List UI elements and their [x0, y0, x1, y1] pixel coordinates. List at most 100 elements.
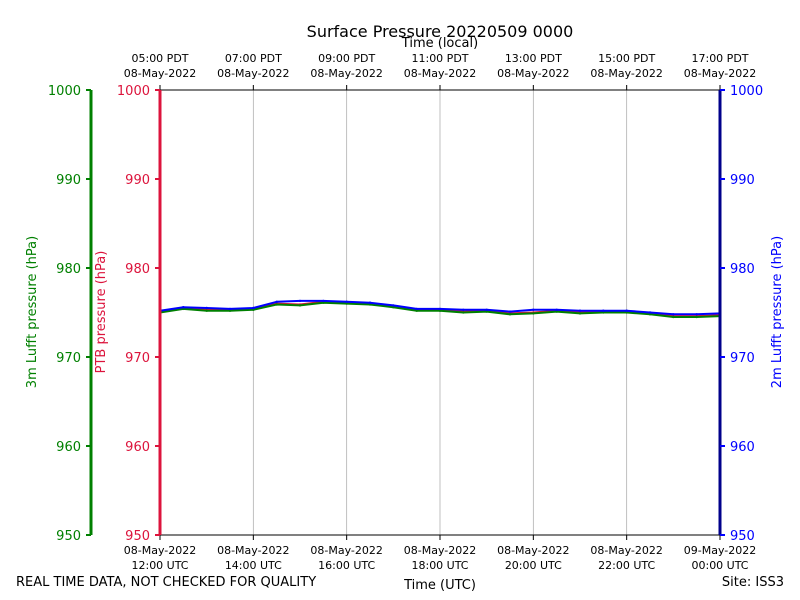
x-tick-label-top-date: 08-May-2022 — [310, 67, 382, 80]
y-tick-label-3m-lufft: 980 — [56, 262, 81, 277]
y-tick-label-2m-lufft: 950 — [730, 529, 755, 544]
data-point-lufft2m — [322, 299, 325, 303]
data-point-lufft2m — [228, 307, 232, 311]
x-tick-label-top-date: 08-May-2022 — [124, 67, 196, 80]
data-point-lufft2m — [508, 310, 512, 313]
data-point-lufft3m — [228, 309, 232, 312]
data-point-lufft3m — [672, 315, 675, 319]
site-label: Site: ISS3 — [721, 575, 784, 590]
data-point-lufft3m — [345, 302, 348, 305]
data-point-lufft2m — [345, 300, 348, 303]
data-point-lufft3m — [205, 309, 208, 312]
data-point-lufft3m — [462, 311, 465, 314]
y-tick-label-2m-lufft: 1000 — [730, 84, 763, 99]
data-point-lufft2m — [462, 308, 465, 311]
y-tick-label-2m-lufft: 990 — [730, 173, 755, 188]
data-point-lufft3m — [648, 313, 652, 316]
data-point-lufft2m — [625, 309, 628, 312]
x-tick-label-top-date: 08-May-2022 — [404, 67, 476, 80]
data-point-lufft3m — [485, 310, 488, 313]
x-tick-label-bottom-date: 08-May-2022 — [497, 544, 569, 557]
data-point-lufft3m — [392, 306, 395, 309]
x-tick-label-top-date: 08-May-2022 — [684, 67, 756, 80]
data-point-lufft3m — [322, 301, 325, 304]
y-tick-label-ptb: 960 — [125, 440, 150, 455]
x-tick-label-bottom-time: 14:00 UTC — [225, 559, 282, 572]
data-point-lufft3m — [508, 313, 512, 316]
data-point-lufft2m — [298, 299, 302, 303]
data-point-lufft2m — [205, 306, 208, 310]
x-tick-label-bottom-time: 12:00 UTC — [131, 559, 188, 572]
data-point-lufft3m — [532, 312, 535, 315]
x-tick-label-top-date: 08-May-2022 — [217, 67, 289, 80]
y-axis-label-2m-lufft: 2m Lufft pressure (hPa) — [770, 236, 785, 388]
data-point-lufft3m — [555, 310, 558, 313]
data-point-lufft3m — [602, 311, 605, 314]
x-tick-label-bottom-date: 09-May-2022 — [684, 544, 756, 557]
y-tick-label-3m-lufft: 970 — [56, 351, 81, 366]
data-point-lufft2m — [578, 309, 582, 312]
x-tick-label-top-time: 07:00 PDT — [225, 52, 282, 65]
data-point-lufft3m — [298, 304, 302, 307]
y-tick-label-ptb: 1000 — [117, 84, 150, 99]
x-tick-label-bottom-date: 08-May-2022 — [310, 544, 382, 557]
y-tick-label-2m-lufft: 970 — [730, 351, 755, 366]
y-tick-label-ptb: 980 — [125, 262, 150, 277]
series-layer — [158, 299, 722, 319]
y-tick-label-3m-lufft: 1000 — [48, 84, 81, 99]
data-point-lufft3m — [368, 303, 372, 306]
x-tick-label-bottom-time: 18:00 UTC — [411, 559, 468, 572]
data-point-lufft2m — [602, 309, 605, 312]
x-tick-label-top-time: 13:00 PDT — [505, 52, 562, 65]
data-point-lufft3m — [275, 303, 278, 306]
data-point-lufft2m — [182, 306, 185, 309]
top-axis-label: Time (local) — [401, 36, 478, 51]
data-point-lufft2m — [252, 306, 255, 310]
y-tick-label-3m-lufft: 990 — [56, 173, 81, 188]
data-point-lufft3m — [625, 311, 628, 314]
data-point-lufft3m — [415, 309, 418, 312]
data-point-lufft3m — [578, 312, 582, 315]
y-tick-label-ptb: 970 — [125, 351, 150, 366]
data-point-lufft3m — [695, 315, 698, 319]
y-tick-label-ptb: 950 — [125, 529, 150, 544]
chart-title: Surface Pressure 20220509 0000 — [307, 22, 574, 41]
y-tick-label-3m-lufft: 960 — [56, 440, 81, 455]
data-point-lufft3m — [252, 308, 255, 311]
x-tick-label-bottom-date: 08-May-2022 — [590, 544, 662, 557]
data-point-lufft2m — [695, 313, 698, 316]
data-point-lufft2m — [415, 307, 418, 311]
data-point-lufft2m — [555, 308, 558, 311]
data-point-lufft2m — [438, 307, 442, 311]
x-tick-label-top-time: 05:00 PDT — [131, 52, 188, 65]
x-tick-label-top-time: 11:00 PDT — [411, 52, 468, 65]
x-tick-label-bottom-date: 08-May-2022 — [404, 544, 476, 557]
data-point-lufft2m — [275, 300, 278, 303]
x-tick-label-top-time: 09:00 PDT — [318, 52, 375, 65]
data-point-lufft2m — [392, 304, 395, 307]
data-point-lufft2m — [648, 311, 652, 314]
x-tick-label-top-date: 08-May-2022 — [590, 67, 662, 80]
x-tick-label-bottom-date: 08-May-2022 — [217, 544, 289, 557]
x-tick-label-bottom-time: 22:00 UTC — [598, 559, 655, 572]
y-axis-label-ptb: PTB pressure (hPa) — [94, 251, 109, 374]
x-tick-label-top-date: 08-May-2022 — [497, 67, 569, 80]
x-tick-label-bottom-time: 20:00 UTC — [505, 559, 562, 572]
data-point-lufft3m — [438, 309, 442, 312]
data-point-lufft2m — [368, 301, 372, 304]
y-tick-label-ptb: 990 — [125, 173, 150, 188]
x-tick-label-bottom-time: 00:00 UTC — [691, 559, 748, 572]
y-tick-label-2m-lufft: 960 — [730, 440, 755, 455]
y-tick-label-3m-lufft: 950 — [56, 529, 81, 544]
x-tick-label-bottom-date: 08-May-2022 — [124, 544, 196, 557]
data-point-lufft2m — [485, 308, 488, 311]
x-tick-label-top-time: 17:00 PDT — [691, 52, 748, 65]
data-point-lufft2m — [532, 308, 535, 311]
tick-layer: 08-May-2022 12:00 UTC 05:00 PDT 08-May-2022… — [48, 52, 763, 572]
x-tick-label-bottom-time: 16:00 UTC — [318, 559, 375, 572]
y-axis-label-3m-lufft: 3m Lufft pressure (hPa) — [25, 236, 40, 388]
data-point-lufft2m — [672, 313, 675, 316]
y-tick-label-2m-lufft: 980 — [730, 262, 755, 277]
quality-disclaimer: REAL TIME DATA, NOT CHECKED FOR QUALITY — [16, 575, 317, 590]
